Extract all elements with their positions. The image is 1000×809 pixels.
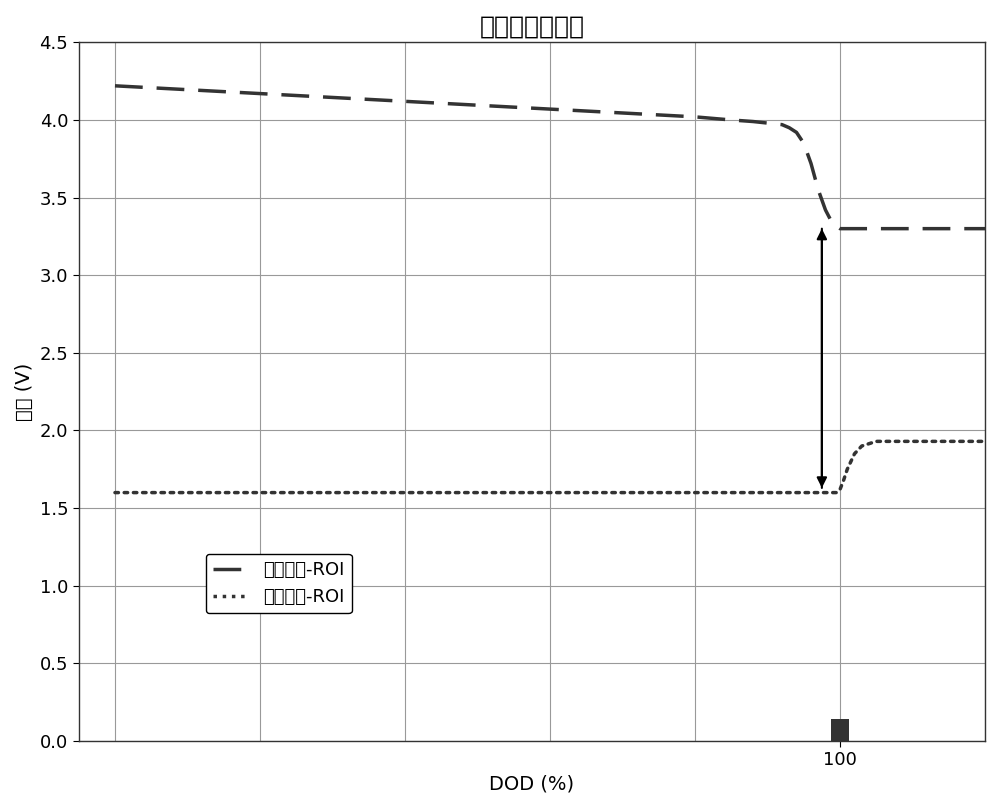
Y-axis label: 电压 (V): 电压 (V) bbox=[15, 362, 34, 421]
Bar bbox=[831, 719, 849, 741]
Legend: 阴极电压-ROI, 阳极电压-ROI: 阴极电压-ROI, 阳极电压-ROI bbox=[206, 553, 352, 613]
X-axis label: DOD (%): DOD (%) bbox=[489, 775, 574, 794]
Title: 阴极和阳极电压: 阴极和阳极电压 bbox=[479, 15, 584, 39]
